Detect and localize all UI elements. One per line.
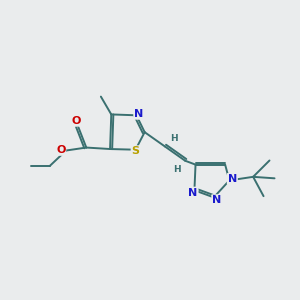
Text: H: H: [170, 134, 178, 142]
Text: S: S: [131, 146, 140, 156]
Text: N: N: [134, 109, 143, 119]
Text: N: N: [212, 195, 221, 205]
Text: O: O: [72, 116, 81, 126]
Text: H: H: [173, 165, 181, 174]
Text: N: N: [228, 174, 237, 184]
Text: N: N: [188, 188, 198, 198]
Text: O: O: [56, 145, 65, 155]
